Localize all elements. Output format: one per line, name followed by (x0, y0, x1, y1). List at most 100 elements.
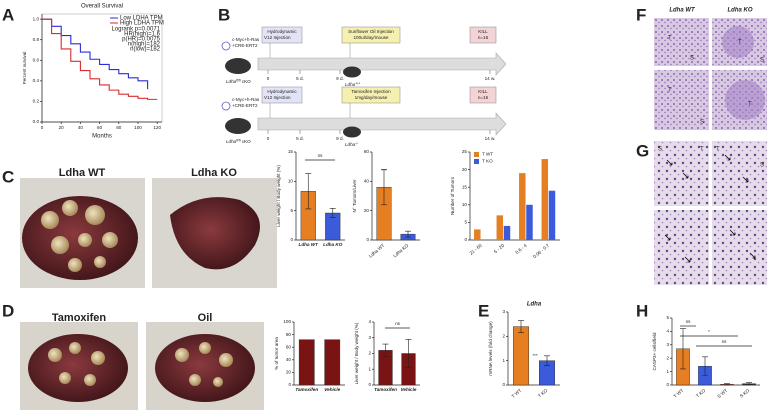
x-tick-label: S WT (716, 388, 728, 399)
y-tick-label: 5 (666, 315, 669, 320)
timepoint-label: 5 d. (296, 76, 304, 81)
significance-label: ns (318, 153, 324, 158)
mouse-icon (343, 126, 361, 138)
step-label: Tamoxifen Injection (351, 89, 391, 94)
mouse-label: Ldhafl/flcKO (226, 138, 251, 144)
gene: Ldha (226, 139, 237, 144)
x-tick-label: T KO (537, 388, 549, 399)
step-label: Injection (273, 35, 291, 40)
y-tick-label: 0.8 (33, 37, 40, 42)
x-tick-label: T KO (695, 388, 707, 399)
y-axis-title: % of tumor area (274, 337, 279, 370)
step-label: KILL (478, 89, 488, 94)
error-bar (382, 343, 389, 357)
region-label: T (716, 147, 720, 153)
y-tick-label: 0.4 (33, 78, 40, 83)
x-tick-label: Tamoxifen (295, 387, 318, 392)
y-tick-label: 1 (666, 369, 669, 374)
x-tick-label: 40 (78, 125, 84, 130)
y-tick-label: 5 (464, 220, 467, 225)
error-bar (329, 208, 336, 219)
x-tick-label: 0.06 - 0.7 (532, 243, 550, 260)
histology (654, 141, 709, 206)
x-tick-label: Vehicle (324, 387, 340, 392)
error-bar (518, 320, 524, 333)
y-tick-label: 2 (502, 334, 505, 339)
annotation: Logrank p=0.0071 (111, 27, 160, 33)
annotation: HR(high)=1.6 (124, 32, 161, 38)
y-tick-label: 0 (502, 382, 505, 387)
allele: -/- (355, 141, 359, 145)
histology (654, 210, 709, 285)
x-tick-label: Ldha WT (299, 242, 320, 247)
y-axis-title: N° Tumors/Liver (352, 179, 357, 212)
step-label: n=16 (478, 95, 489, 100)
nodules (41, 200, 118, 272)
photo-label: Ldha WT (59, 167, 106, 179)
step-box (341, 26, 401, 44)
photo-label: Ldha KO (191, 167, 237, 179)
bar (526, 204, 533, 240)
error-bar (405, 230, 411, 238)
timeline-arrow (257, 112, 507, 136)
step-box (469, 26, 497, 44)
annotation: n(high)=182 (128, 42, 161, 48)
arrow (729, 229, 736, 236)
y-tick-label: 60 (364, 149, 370, 154)
timepoint-label: 0 (267, 136, 270, 141)
y-tick-label: 0.0 (33, 119, 40, 124)
bar (519, 173, 526, 240)
timepoint-label: 5 d. (296, 136, 304, 141)
column-header: Ldha WT (669, 8, 696, 14)
step-box (341, 86, 401, 104)
error-bar (746, 382, 752, 386)
error-bar (381, 169, 387, 206)
histology (654, 18, 709, 66)
arrow (664, 234, 671, 241)
y-tick-label: 25 (462, 149, 468, 154)
step-box (261, 86, 303, 104)
survival-curve (42, 18, 149, 90)
plasmid-icon (221, 101, 231, 111)
arrow (742, 176, 749, 183)
y-tick-label: 10 (462, 202, 468, 207)
arrow (749, 252, 756, 259)
x-tick-label: Vehicle (401, 387, 417, 392)
y-tick-label: 4 (666, 329, 669, 334)
legend-label: T WT (482, 152, 493, 157)
gene: Ldha (345, 82, 356, 87)
allele: +/+ (355, 81, 360, 85)
legend-swatch (474, 152, 479, 157)
y-tick-label: 10 (288, 179, 294, 184)
error-bar (680, 328, 686, 370)
y-tick-label: 1 (368, 366, 371, 371)
bar (503, 225, 511, 240)
error-bar (702, 356, 708, 376)
step-label: 1mg/day/mouse (355, 95, 388, 100)
annotation: n(low)=182 (130, 47, 161, 53)
plasmid-label: +CRE-ERT2 (232, 43, 258, 48)
y-axis-title: Percent survival (22, 52, 27, 85)
mouse-suffix: cKO (242, 79, 251, 84)
y-tick-label: 15 (462, 184, 468, 189)
significance-label: ns (722, 339, 728, 344)
timeline-arrow (257, 52, 507, 76)
photo-label: Tamoxifen (52, 312, 106, 324)
plasmid-label: +CRE-ERT2 (232, 103, 258, 108)
timepoint-label: 9 d. (336, 136, 344, 141)
y-tick-label: 20 (364, 208, 370, 213)
y-tick-label: 3 (666, 342, 669, 347)
error-bar (305, 173, 312, 210)
x-tick-label: 0.6 - 4 (514, 243, 528, 255)
bar (474, 229, 481, 240)
y-tick-label: 0.6 (33, 58, 40, 63)
y-tick-label: 20 (286, 370, 292, 375)
panel-label: D (2, 301, 14, 320)
y-tick-label: 1.0 (33, 16, 40, 21)
x-tick-label: 0 (41, 125, 44, 130)
plasmid-label: c-Myc+h-Ras (232, 37, 260, 42)
y-tick-label: 3 (502, 309, 505, 314)
